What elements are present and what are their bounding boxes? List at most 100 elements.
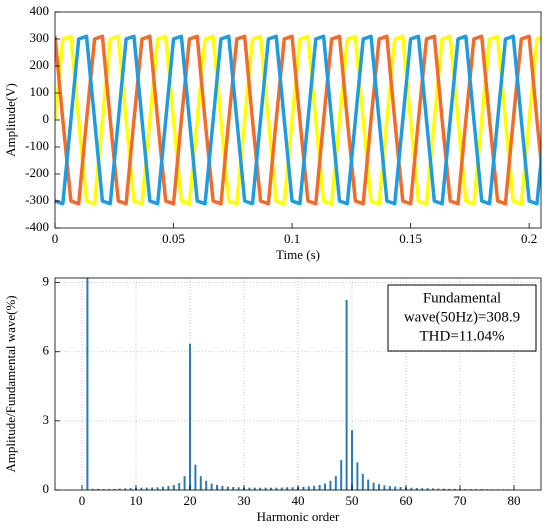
- bar: [270, 487, 272, 490]
- bar: [448, 488, 451, 490]
- y-tick-label: -300: [25, 192, 49, 207]
- x-tick-label: 30: [238, 493, 251, 508]
- bar: [129, 488, 132, 490]
- bar: [221, 485, 224, 490]
- bar: [307, 486, 310, 490]
- x-tick-label: 0.1: [284, 231, 300, 246]
- bar: [313, 485, 316, 490]
- bar: [464, 489, 467, 490]
- y-tick-label: 400: [30, 3, 50, 18]
- bar: [372, 482, 375, 490]
- bar: [383, 485, 386, 490]
- bar: [286, 487, 289, 490]
- y-axis-label: Amplitude/Fundamental wave(%): [3, 295, 18, 472]
- bar: [140, 487, 143, 490]
- y-axis-label: Amplitude(V): [3, 83, 18, 157]
- bar: [345, 299, 348, 490]
- plot-content: [86, 278, 515, 490]
- y-tick-label: 9: [43, 274, 50, 289]
- bar: [102, 489, 105, 490]
- bar: [329, 480, 332, 490]
- bar: [378, 484, 380, 490]
- y-tick-label: -100: [25, 138, 49, 153]
- x-tick-label: 40: [292, 493, 305, 508]
- bar: [118, 488, 121, 490]
- y-tick-label: 0: [43, 111, 50, 126]
- y-tick-label: 300: [30, 30, 50, 45]
- waveform: [55, 34, 541, 206]
- bar: [410, 487, 413, 490]
- bar: [156, 487, 159, 490]
- bar: [145, 487, 148, 490]
- x-tick-label: 0.2: [521, 231, 537, 246]
- annotation-line: Fundamental: [423, 290, 501, 306]
- bar: [97, 488, 100, 490]
- bar: [253, 487, 256, 490]
- x-tick-label: 70: [454, 493, 467, 508]
- bar: [291, 487, 294, 490]
- bar: [421, 488, 424, 490]
- bar: [475, 489, 478, 490]
- bar: [453, 488, 456, 490]
- x-tick-label: 50: [346, 493, 359, 508]
- y-tick-label: 100: [30, 84, 50, 99]
- x-tick-label: 10: [130, 493, 143, 508]
- bar: [399, 487, 402, 490]
- bar: [259, 487, 262, 490]
- bar: [426, 488, 429, 490]
- bar: [91, 488, 94, 490]
- y-tick-label: 200: [30, 57, 50, 72]
- bar: [351, 430, 353, 490]
- bar: [394, 486, 397, 490]
- x-axis-label: Time (s): [276, 247, 320, 262]
- annotation-box: [387, 284, 537, 352]
- bar: [124, 488, 127, 490]
- bar: [172, 484, 175, 490]
- bar: [108, 489, 110, 490]
- bar: [248, 487, 251, 490]
- x-tick-label: 20: [184, 493, 197, 508]
- bar: [264, 487, 267, 490]
- bar: [210, 483, 213, 490]
- bar: [275, 487, 278, 490]
- x-tick-label: 0: [79, 493, 86, 508]
- annotation-line: THD=11.04%: [420, 328, 505, 344]
- bar: [189, 343, 191, 490]
- bar: [86, 278, 89, 490]
- bar: [178, 483, 181, 490]
- bar: [216, 484, 218, 490]
- waveform: [55, 34, 541, 206]
- bar: [194, 464, 197, 490]
- annotation-line: wave(50Hz)=308.9: [404, 309, 520, 325]
- y-tick-label: 0: [43, 481, 50, 496]
- bar: [367, 479, 370, 490]
- bar: [318, 484, 321, 490]
- bar: [199, 476, 202, 490]
- bar: [324, 483, 326, 490]
- bar: [388, 486, 391, 490]
- y-tick-label: 6: [43, 343, 50, 358]
- bar: [340, 460, 343, 490]
- bar: [334, 476, 337, 490]
- x-tick-label: 0.05: [162, 231, 185, 246]
- bar: [415, 487, 418, 490]
- y-tick-label: -200: [25, 165, 49, 180]
- bar: [237, 487, 240, 490]
- bar: [361, 473, 364, 490]
- bar: [162, 486, 164, 490]
- bar: [232, 487, 235, 490]
- x-axis-label: Harmonic order: [257, 509, 340, 524]
- bar: [205, 480, 208, 490]
- bar: [480, 489, 483, 490]
- bar: [280, 487, 283, 490]
- bar: [437, 488, 440, 490]
- y-tick-label: -400: [25, 219, 49, 234]
- x-tick-label: 0: [52, 231, 59, 246]
- bar: [151, 487, 154, 490]
- bar: [442, 488, 445, 490]
- bar: [432, 488, 434, 490]
- bar: [469, 489, 472, 490]
- plot-content: [55, 34, 541, 206]
- bar: [302, 486, 305, 490]
